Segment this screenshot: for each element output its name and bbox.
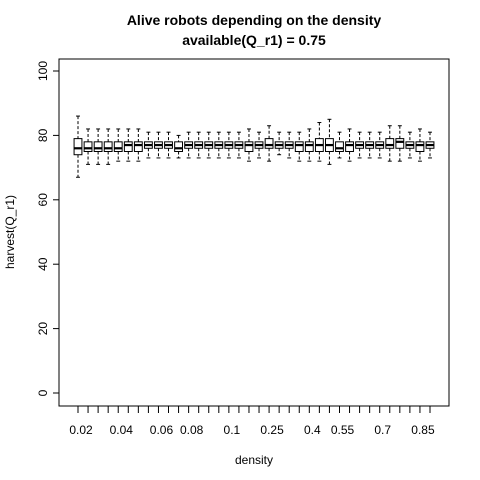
box-6 [133,128,143,162]
box-30 [375,131,385,159]
x-tick-label: 0.08 [180,423,204,437]
x-tick-label: 0.7 [374,423,391,437]
box-25 [325,118,334,165]
x-axis-label: density [235,453,273,467]
y-axis: 0 20 40 60 80 100 [36,61,59,396]
box-7 [143,131,153,159]
x-tick-label: 0.02 [69,423,93,437]
box-26 [335,131,344,159]
y-tick-label: 60 [36,193,50,207]
box-15 [224,131,234,159]
x-tick-label: 0.4 [304,423,321,437]
box-4 [113,128,123,162]
box-16 [234,131,244,159]
box-9 [164,131,173,159]
box-iqr [335,141,344,152]
box-iqr [395,138,405,149]
box-2 [93,128,103,165]
box-iqr [174,141,183,152]
box-34 [415,128,425,162]
box-28 [355,131,365,159]
box-33 [405,131,415,159]
box-29 [365,131,375,159]
box-22 [294,131,304,162]
box-35 [425,131,435,159]
box-iqr [345,141,354,152]
box-18 [254,131,264,159]
box-31 [385,125,395,162]
box-8 [154,131,163,159]
box-iqr [123,141,133,152]
box-iqr [294,141,304,152]
y-tick-label: 80 [36,128,50,142]
box-32 [395,125,405,162]
x-axis: 0.02 0.04 0.06 0.08 0.1 0.25 0.4 0.55 0.7 0.85 [69,406,435,437]
box-17 [244,128,254,162]
box-14 [214,131,224,159]
box-11 [184,131,194,159]
box-iqr [264,138,274,149]
box-24 [314,122,324,162]
box-iqr [83,141,93,152]
x-tick-label: 0.1 [224,423,241,437]
box-iqr [385,138,395,149]
x-tick-label: 0.55 [331,423,355,437]
boxes-group [73,115,435,178]
box-10 [174,134,183,159]
box-19 [264,125,274,162]
box-3 [103,128,113,165]
box-iqr [415,141,425,152]
box-iqr [73,138,83,156]
x-tick-label: 0.85 [411,423,435,437]
box-23 [304,128,314,162]
y-axis-label: harvest(Q_r1) [3,195,17,269]
chart-subtitle: available(Q_r1) = 0.75 [182,32,326,48]
box-iqr [304,141,314,152]
x-tick-label: 0.25 [260,423,284,437]
box-21 [284,131,294,159]
box-12 [194,131,204,159]
box-iqr [113,141,123,152]
x-tick-label: 0.06 [150,423,174,437]
box-27 [345,128,354,162]
box-iqr [244,141,254,152]
box-13 [204,131,214,159]
box-20 [274,131,284,156]
x-tick-label: 0.04 [110,423,134,437]
chart-title: Alive robots depending on the density [127,12,382,28]
y-tick-label: 20 [36,322,50,336]
box-iqr [93,141,103,152]
y-tick-label: 40 [36,257,50,271]
box-5 [123,128,133,162]
box-iqr [133,141,143,152]
y-tick-label: 0 [36,389,50,396]
box-1 [83,128,93,165]
plot-frame [58,58,450,407]
box-0 [73,115,83,178]
y-tick-label: 100 [36,61,50,81]
box-iqr [103,141,113,152]
